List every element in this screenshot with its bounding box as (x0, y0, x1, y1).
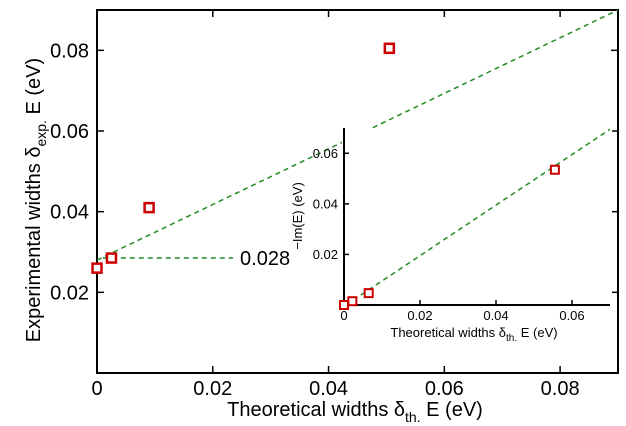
inset-points-group (339, 164, 560, 310)
inset-x-axis-label: Theoretical widths δth. E (eV) (390, 325, 557, 344)
main-y-axis-label: Experimental widths δexp. E (eV) (23, 58, 49, 342)
main-x-tick-label: 0 (91, 378, 102, 400)
main-axes: 0 0.02 0.04 0.06 0.08 0.02 0.04 0.06 0.08 (50, 9, 619, 400)
inset-x-tick-label: 0.02 (407, 308, 432, 323)
inset-y-tick-label: 0.02 (313, 247, 338, 262)
inset-data-point (339, 300, 349, 310)
main-data-point (91, 262, 103, 274)
main-data-point (143, 201, 155, 214)
inset-chart: 0 0.02 0.04 0.06 0.02 0.04 0.06 Theoretical wi… (290, 128, 612, 344)
inset-data-point (363, 288, 374, 299)
main-points-group (91, 42, 396, 274)
main-data-point (383, 42, 396, 55)
main-x-axis-label: Theoretical widths δth. E (eV) (227, 399, 483, 425)
inset-fit-line-group (345, 128, 610, 305)
inset-data-point (549, 164, 560, 175)
inset-x-tick-label: 0.06 (559, 308, 584, 323)
main-plot-frame (96, 9, 619, 374)
inset-y-tick-label: 0.04 (313, 196, 338, 211)
inset-x-tick-label: 0 (340, 308, 347, 323)
main-y-tick-label: 0.02 (50, 282, 89, 304)
main-data-point (105, 252, 118, 264)
inset-y-tick-label: 0.06 (313, 146, 338, 161)
main-y-tick-label: 0.04 (50, 202, 89, 224)
main-chart: 0 0.02 0.04 0.06 0.080.020.040.060.08 0.028 … (23, 9, 619, 425)
inset-fit-line (345, 128, 610, 305)
inset-axes: 0 0.02 0.04 0.06 0.02 0.04 0.06 (313, 128, 610, 323)
main-annotation-label: 0.028 (240, 248, 290, 270)
main-x-tick-label: 0.04 (309, 378, 348, 400)
main-y-tick-label: 0.08 (50, 40, 89, 62)
inset-y-axis-label: −Im(E) (eV) (290, 182, 305, 250)
main-annotation-group: 0.028 (102, 248, 290, 270)
inset-data-point (347, 296, 358, 307)
inset-x-tick-label: 0.04 (483, 308, 508, 323)
main-x-tick-label: 0.02 (193, 378, 232, 400)
main-x-tick-label: 0.08 (541, 378, 580, 400)
main-x-tick-label: 0.06 (425, 378, 464, 400)
main-y-tick-label: 0.06 (50, 121, 89, 143)
